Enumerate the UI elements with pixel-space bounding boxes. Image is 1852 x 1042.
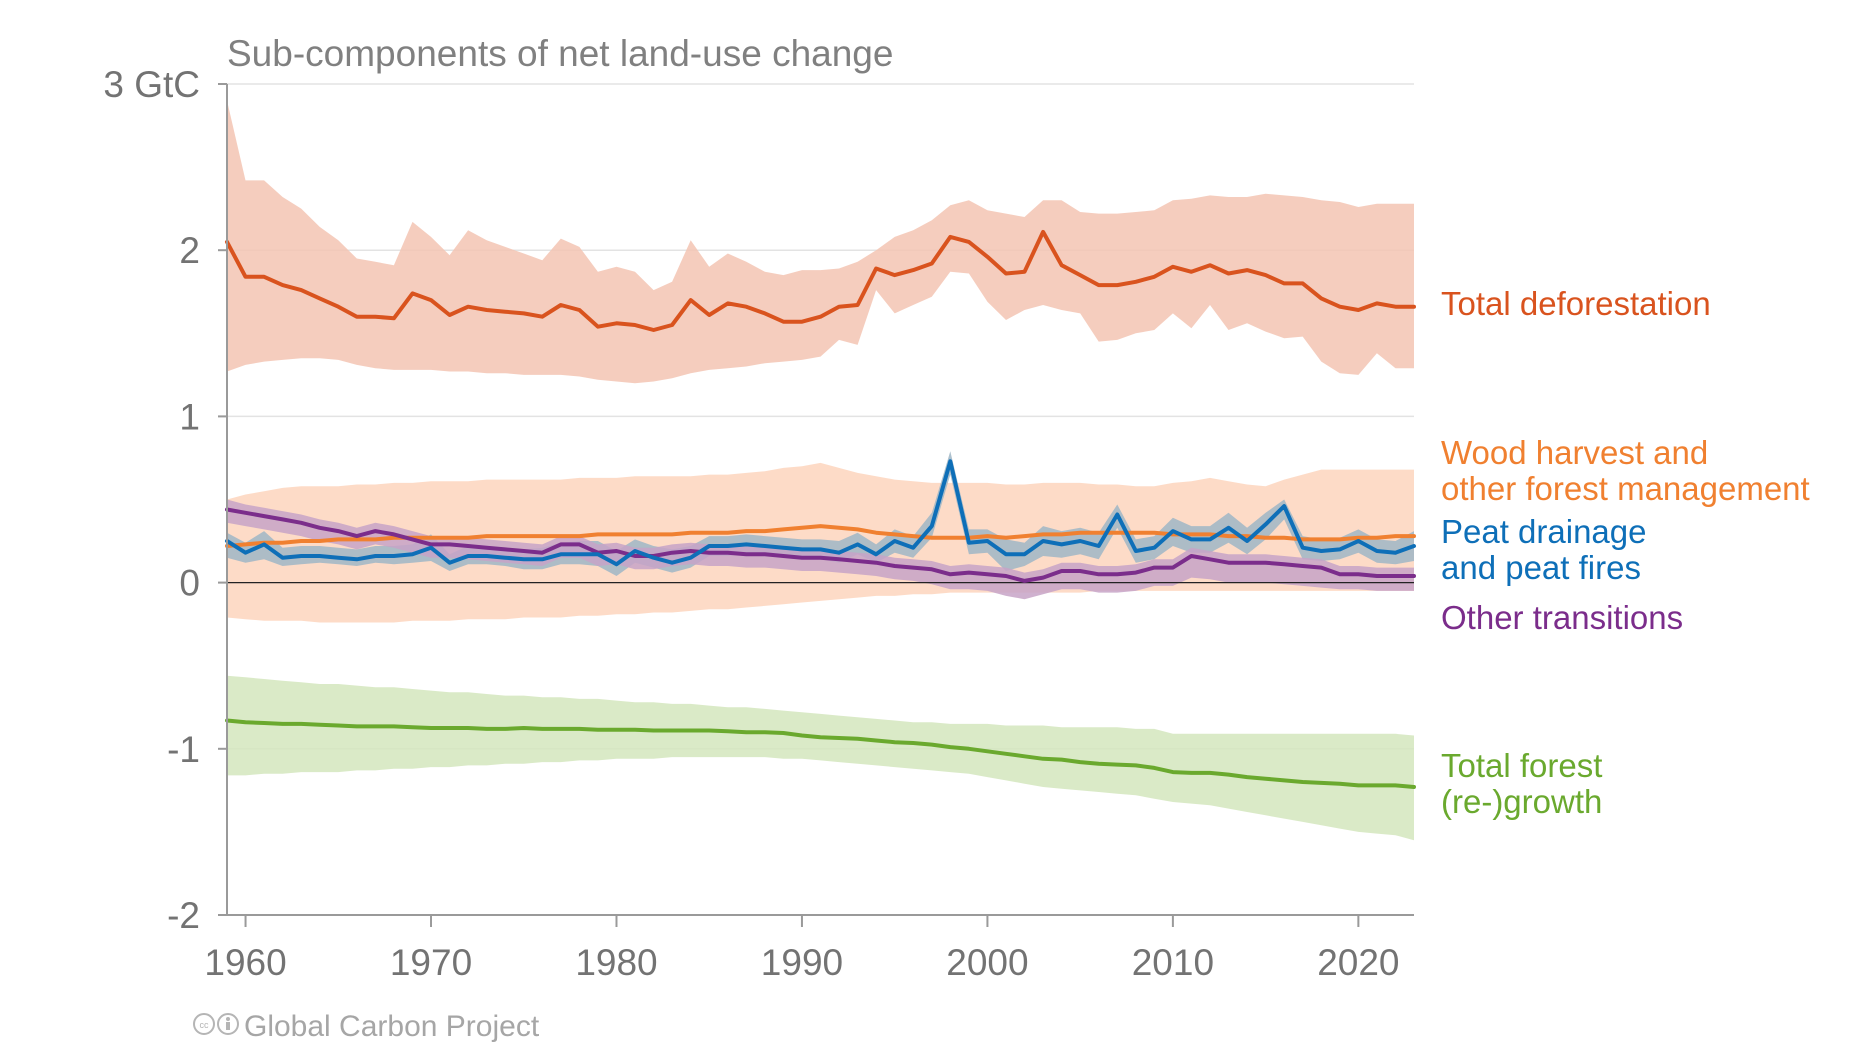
cc-license-icon <box>193 1013 215 1035</box>
axes <box>218 83 1414 927</box>
y-tick-label: -2 <box>167 895 200 936</box>
x-tick-label: 1980 <box>575 942 657 983</box>
series-label: Wood harvest and <box>1441 434 1708 471</box>
series-label: other forest management <box>1441 470 1810 507</box>
uncertainty-band <box>227 100 1414 384</box>
x-tick-label: 1990 <box>761 942 843 983</box>
series-line <box>225 507 1416 583</box>
series-label: Other transitions <box>1441 599 1683 636</box>
series-label: Total deforestation <box>1441 285 1711 322</box>
y-tick-label: 0 <box>179 563 200 604</box>
series-line <box>225 459 1416 567</box>
gridlines <box>227 83 1414 750</box>
credit-text: Global Carbon Project <box>244 1010 540 1042</box>
x-tick-label: 1970 <box>390 942 472 983</box>
y-axis-unit-label: 3 GtC <box>103 64 200 105</box>
y-tick-label: 2 <box>179 230 200 271</box>
series-label: Total forest <box>1441 747 1602 784</box>
x-tick-label: 1960 <box>204 942 286 983</box>
credit: cc Global Carbon Project <box>193 1010 540 1042</box>
uncertainty-band <box>227 675 1414 841</box>
x-tick-label: 2000 <box>946 942 1028 983</box>
x-tick-labels: 1960 1970 1980 1990 2000 2010 2020 <box>204 942 1399 983</box>
y-tick-label: -1 <box>167 729 200 770</box>
series-line <box>225 229 1416 332</box>
series-label: Peat drainage <box>1441 513 1647 550</box>
cc-license-icon-glyph: cc <box>200 1020 210 1030</box>
attribution-icon-body <box>226 1022 230 1030</box>
y-tick-labels: -2 -1 0 1 2 3 GtC <box>103 64 200 936</box>
series-label: and peat fires <box>1441 549 1641 586</box>
series-line <box>225 718 1416 789</box>
y-tick-label: 1 <box>179 396 200 437</box>
series-label: (re-)growth <box>1441 783 1602 820</box>
chart-title: Sub-components of net land-use change <box>227 33 893 74</box>
attribution-icon <box>217 1013 239 1035</box>
x-tick-label: 2020 <box>1317 942 1399 983</box>
x-tick-label: 2010 <box>1132 942 1214 983</box>
uncertainty-bands <box>227 100 1414 841</box>
attribution-icon-head <box>226 1017 230 1021</box>
series-lines <box>225 229 1416 789</box>
series-labels: Total deforestation Wood harvest andother… <box>1441 285 1810 820</box>
